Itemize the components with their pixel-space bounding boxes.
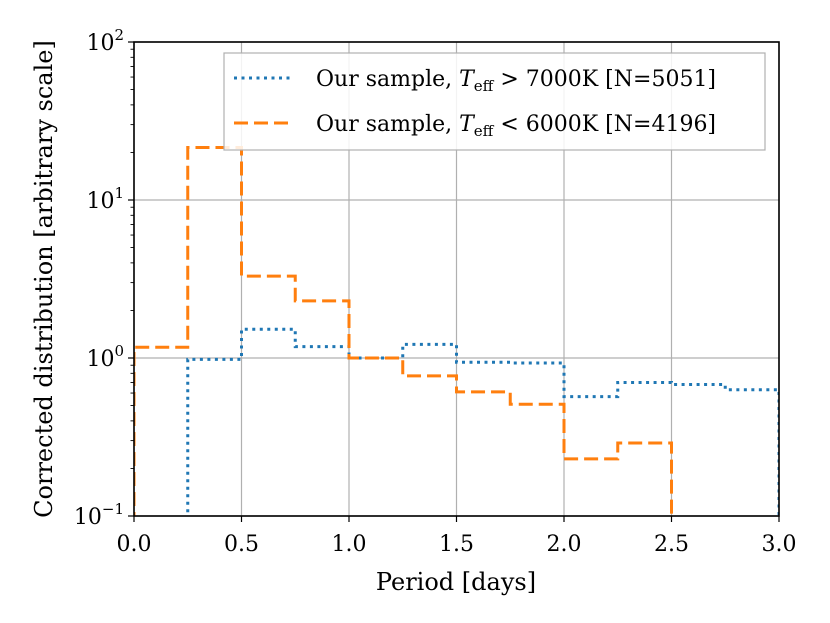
y-tick-label-3: 102: [86, 26, 124, 56]
axis-ticks: 0.0 0.5 1.0 1.5 2.0 2.5 3.0 10−1 100 101 102: [74, 26, 797, 557]
series-line-1: [134, 145, 673, 516]
x-axis-label: Period [days]: [376, 568, 536, 596]
y-tick-label-1: 100: [86, 342, 124, 372]
y-tick-label-2: 101: [86, 184, 124, 214]
x-tick-label-4: 2.0: [547, 532, 582, 557]
y-axis-label: Corrected distribution [arbitrary scale]: [30, 40, 58, 518]
x-tick-label-5: 2.5: [654, 532, 689, 557]
series-line-0: [186, 327, 779, 516]
x-tick-label-1: 0.5: [224, 532, 259, 557]
legend-label-series-1: Our sample, Teff < 6000K [N=4196]: [316, 112, 716, 140]
legend-box: [223, 52, 766, 151]
legend-label-series-0: Our sample, Teff > 7000K [N=5051]: [316, 67, 716, 95]
series-lines: [134, 145, 779, 516]
x-tick-label-0: 0.0: [117, 532, 152, 557]
x-tick-label-6: 3.0: [762, 532, 797, 557]
legend: Our sample, Teff > 7000K [N=5051] Our sa…: [223, 52, 766, 151]
y-tick-label-0: 10−1: [74, 500, 124, 530]
x-tick-label-3: 1.5: [439, 532, 474, 557]
x-tick-label-2: 1.0: [332, 532, 367, 557]
